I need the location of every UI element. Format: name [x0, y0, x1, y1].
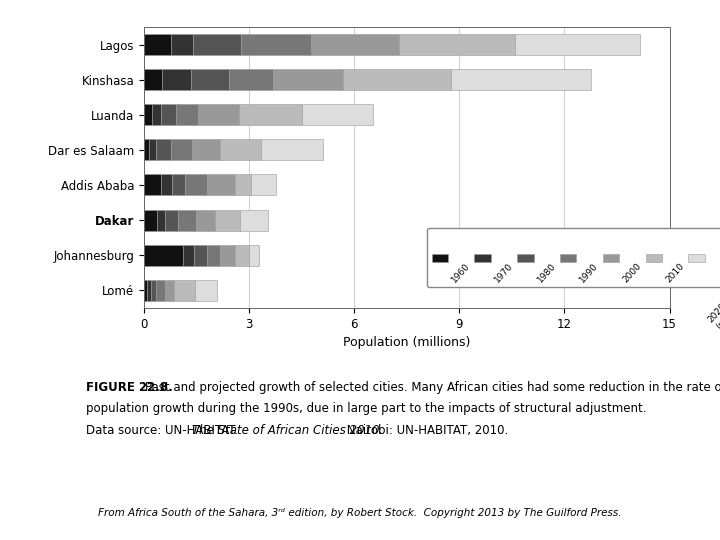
- Bar: [144, 174, 161, 195]
- Bar: [191, 69, 230, 90]
- Bar: [161, 104, 176, 125]
- Bar: [302, 104, 373, 125]
- Bar: [207, 245, 220, 266]
- Bar: [220, 139, 261, 160]
- Bar: [147, 280, 150, 301]
- Text: Past and projected growth of selected cities. Many African cities had some reduc: Past and projected growth of selected ci…: [145, 381, 720, 394]
- Text: Nairobi: UN-HABITAT, 2010.: Nairobi: UN-HABITAT, 2010.: [343, 424, 509, 437]
- X-axis label: Population (millions): Population (millions): [343, 336, 470, 349]
- Bar: [156, 139, 171, 160]
- Bar: [150, 280, 156, 301]
- Bar: [174, 280, 195, 301]
- Bar: [144, 104, 152, 125]
- Bar: [144, 210, 157, 231]
- Bar: [185, 174, 207, 195]
- Bar: [152, 104, 161, 125]
- Bar: [192, 139, 220, 160]
- Bar: [144, 280, 147, 301]
- Bar: [157, 210, 165, 231]
- Bar: [176, 104, 198, 125]
- Bar: [144, 245, 183, 266]
- Bar: [235, 245, 249, 266]
- Bar: [171, 174, 185, 195]
- Bar: [343, 69, 451, 90]
- Bar: [183, 245, 194, 266]
- Text: FIGURE 22.8.: FIGURE 22.8.: [86, 381, 173, 394]
- Bar: [144, 139, 148, 160]
- Bar: [451, 69, 591, 90]
- Bar: [195, 280, 217, 301]
- Bar: [235, 174, 251, 195]
- Text: The State of African Cities 2010.: The State of African Cities 2010.: [192, 424, 384, 437]
- Bar: [249, 245, 258, 266]
- Bar: [261, 139, 323, 160]
- Bar: [144, 34, 171, 55]
- Bar: [171, 34, 194, 55]
- Bar: [198, 104, 239, 125]
- Bar: [165, 280, 174, 301]
- Bar: [251, 174, 276, 195]
- Text: From ​Africa South of the Sahara​, 3ʳᵈ edition, by Robert Stock.  Copyright 2013: From ​Africa South of the Sahara​, 3ʳᵈ e…: [98, 508, 622, 518]
- Text: Data source: UN-HABITAT.: Data source: UN-HABITAT.: [86, 424, 242, 437]
- Bar: [156, 280, 165, 301]
- Bar: [220, 245, 235, 266]
- Bar: [194, 34, 241, 55]
- Bar: [197, 210, 215, 231]
- Bar: [148, 139, 156, 160]
- Bar: [311, 34, 399, 55]
- Bar: [171, 139, 192, 160]
- Bar: [178, 210, 197, 231]
- Bar: [161, 174, 171, 195]
- Bar: [240, 210, 268, 231]
- Bar: [230, 69, 273, 90]
- Bar: [241, 34, 311, 55]
- Bar: [194, 245, 207, 266]
- Legend: 1960, 1970, 1980, 1990, 2000, 2010, 2020
(projected): 1960, 1970, 1980, 1990, 2000, 2010, 2020…: [427, 228, 720, 287]
- Bar: [515, 34, 640, 55]
- Bar: [162, 69, 191, 90]
- Bar: [165, 210, 178, 231]
- Bar: [215, 210, 240, 231]
- Bar: [207, 174, 235, 195]
- Text: population growth during the 1990s, due in large part to the impacts of structur: population growth during the 1990s, due …: [86, 402, 647, 415]
- Bar: [399, 34, 515, 55]
- Bar: [239, 104, 302, 125]
- Bar: [144, 69, 162, 90]
- Bar: [273, 69, 343, 90]
